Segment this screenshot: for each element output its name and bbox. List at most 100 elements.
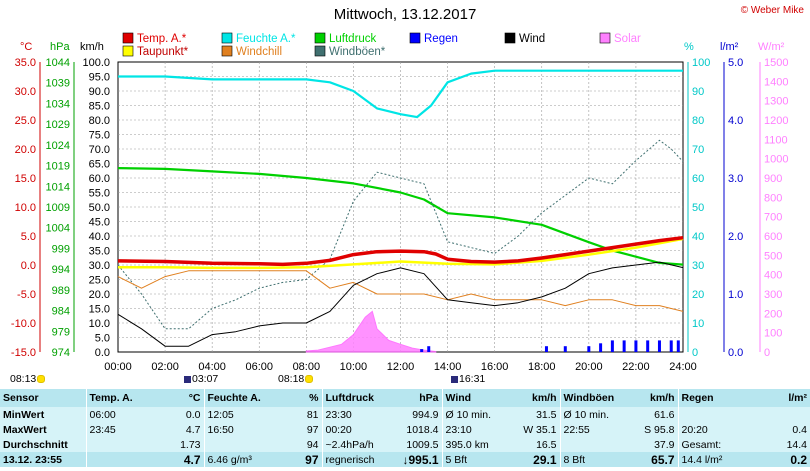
avg-wind-km: 395.0 km [441,437,502,452]
press-tick: 1034 [46,98,70,110]
rain-bar [657,340,661,352]
press-tick: 1004 [46,223,70,235]
current-gust: 65.7 [620,452,678,467]
min-wind-label: Ø 10 min. [441,407,502,422]
moonset-marker: 16:31 [451,373,485,385]
avg-gust: 37.9 [620,437,678,452]
hum-tick: 70 [692,144,704,156]
solar-tick: 1400 [764,76,788,88]
wind-tick: 30.0 [89,260,110,272]
avg-press-label: ~2.4hPa/h [321,437,384,452]
time-tick: 18:00 [528,361,556,373]
hum-tick: 100 [692,57,710,69]
series-luftdruck [117,167,684,266]
rain-bar [669,340,673,352]
wind-tick: 70.0 [89,144,110,156]
current-temp: 4.7 [148,452,204,467]
series-temp-a [117,235,684,267]
legend: Temp. A.* Feuchte A.* Luftdruck Regen Wind So… [122,32,641,58]
legend-swatch [221,32,233,44]
time-tick: 00:00 [104,361,132,373]
temp-tick: 35.0 [15,57,36,69]
series [117,69,684,353]
rain-bar [563,346,567,352]
current-wind-bft: 5 Bft [441,452,502,467]
solar-tick: 1200 [764,115,788,127]
hdr-boen: Windböen [559,389,620,407]
press-tick: 1009 [46,202,70,214]
row-label: Durchschnitt [0,437,86,452]
max-gust: S 95.8 [620,422,678,437]
wind-tick: 75.0 [89,130,110,142]
legend-swatch [221,45,233,57]
wind-tick: 85.0 [89,101,110,113]
avg-rain: 14.4 [744,437,810,452]
press-tick: 1044 [46,57,70,69]
rain-bar [622,340,626,352]
series-windchill [117,270,684,312]
min-hum: 81 [266,407,322,422]
hum-tick: 40 [692,231,704,243]
grid [117,61,684,353]
wind-tick: 50.0 [89,202,110,214]
rain-tick: 1.0 [728,289,743,301]
wind-tick: 25.0 [89,275,110,287]
legend-label: Luftdruck [329,33,377,45]
max-temp-time: 23:45 [85,422,148,437]
temp-tick: 10.0 [15,202,36,214]
time-tick: 12:00 [387,361,415,373]
press-tick: 1014 [46,181,70,193]
wind-tick: 95.0 [89,72,110,84]
solar-tick: 600 [764,231,782,243]
legend-label: Temp. A.* [137,33,187,45]
rain-tick: 2.0 [728,231,743,243]
moon-icon [184,375,191,383]
wind-tick: 0.0 [95,347,110,359]
hdr-feuchte: Feuchte A. [203,389,266,407]
temp-tick: -15.0 [11,347,36,359]
solar-tick: 700 [764,212,782,224]
hdr-temp-unit: °C [148,389,204,407]
sun-icon [37,375,46,384]
time-tick: 10:00 [340,361,368,373]
hum-tick: 30 [692,260,704,272]
wind-tick: 90.0 [89,86,110,98]
table-row-current: 13.12. 23:55 4.7 6.46 g/m³ 97 regnerisch… [0,452,810,467]
table-row-avg: Durchschnitt 1.73 94 ~2.4hPa/h 1009.5 39… [0,437,810,452]
hdr-sensor: Sensor [0,389,86,407]
series-windb-en [117,139,684,330]
temp-tick: -5.0 [17,289,36,301]
current-abs-hum: 6.46 g/m³ [203,452,266,467]
min-rain [744,407,810,422]
press-tick: 1024 [46,140,70,152]
wind-tick: 15.0 [89,304,110,316]
solar-tick: 1000 [764,154,788,166]
max-rain: 0.4 [744,422,810,437]
temp-tick: 5.0 [21,231,36,243]
time-tick: 02:00 [151,361,179,373]
legend-swatch [504,32,516,44]
rain-bar [599,343,603,352]
wind-tick: 60.0 [89,173,110,185]
moonrise-time: 03:07 [192,373,219,385]
solar-tick: 1500 [764,57,788,69]
rain-bar [634,340,638,352]
press-tick: 999 [52,243,70,255]
hum-tick: 10 [692,318,704,330]
legend-swatch [122,45,134,57]
wind-tick: 65.0 [89,159,110,171]
avg-wind: 16.5 [502,437,560,452]
press-tick: 1029 [46,119,70,131]
wind-tick: 20.0 [89,289,110,301]
press-tick: 1039 [46,78,70,90]
series-wind [117,261,684,347]
time-tick: 08:00 [293,361,321,373]
current-hum: 97 [266,452,322,467]
rain-tick: 3.0 [728,173,743,185]
axis-unit: °C [20,41,32,53]
min-wind: 31.5 [502,407,560,422]
current-gust-bft: 8 Bft [559,452,620,467]
hdr-wind: Wind [441,389,502,407]
max-hum-time: 16:50 [203,422,266,437]
hum-tick: 90 [692,86,704,98]
